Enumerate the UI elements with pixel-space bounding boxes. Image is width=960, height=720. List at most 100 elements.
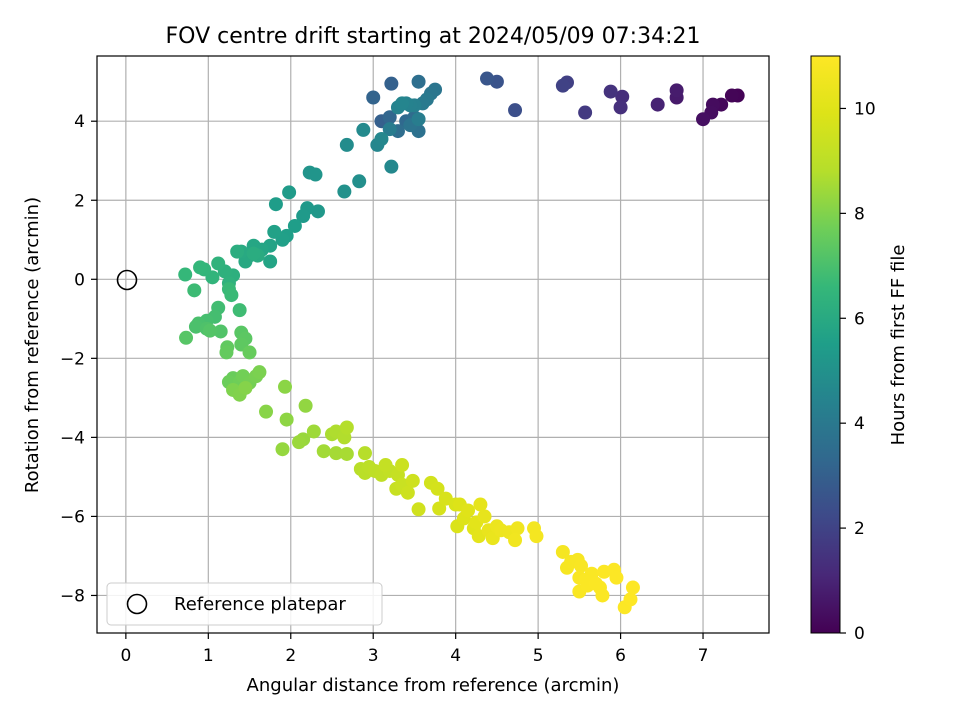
legend: Reference platepar bbox=[106, 582, 383, 626]
x-axis-ticks: 0 1 2 3 4 5 6 7 bbox=[120, 633, 708, 666]
grid-lines bbox=[97, 56, 769, 633]
x-tick-label: 1 bbox=[203, 646, 214, 666]
data-point bbox=[187, 283, 202, 298]
data-point bbox=[508, 533, 523, 548]
data-point bbox=[477, 509, 492, 524]
data-point bbox=[310, 204, 325, 219]
data-point bbox=[411, 74, 426, 89]
data-point bbox=[275, 442, 290, 457]
data-point bbox=[366, 90, 381, 105]
data-point bbox=[306, 424, 321, 439]
data-point bbox=[337, 184, 352, 199]
x-axis-label: Angular distance from reference (arcmin) bbox=[247, 675, 620, 696]
data-point bbox=[179, 330, 194, 345]
data-points bbox=[178, 71, 745, 615]
data-point bbox=[480, 71, 495, 86]
data-point bbox=[263, 254, 278, 269]
data-point bbox=[578, 105, 593, 120]
data-point bbox=[219, 345, 234, 360]
data-point bbox=[238, 380, 253, 395]
data-point bbox=[357, 446, 372, 461]
data-point bbox=[282, 185, 297, 200]
colorbar-tick-label: 8 bbox=[854, 204, 865, 224]
data-point bbox=[650, 97, 665, 112]
data-point bbox=[259, 404, 274, 419]
data-point bbox=[510, 521, 525, 536]
y-tick-label: −4 bbox=[60, 428, 85, 448]
legend-label: Reference platepar bbox=[174, 594, 346, 615]
data-point bbox=[277, 379, 292, 394]
y-tick-label: −8 bbox=[60, 586, 85, 606]
colorbar bbox=[810, 55, 841, 634]
data-point bbox=[374, 131, 389, 146]
y-tick-label: −6 bbox=[60, 507, 85, 527]
colorbar-tick-label: 2 bbox=[854, 519, 865, 539]
plot-frame bbox=[96, 55, 770, 634]
x-tick-label: 5 bbox=[533, 646, 544, 666]
x-tick-label: 0 bbox=[120, 646, 131, 666]
data-point bbox=[615, 89, 630, 104]
colorbar-tick-label: 6 bbox=[854, 309, 865, 329]
colorbar-tick-label: 4 bbox=[854, 414, 865, 434]
y-tick-label: −2 bbox=[60, 349, 85, 369]
y-axis-ticks: −8 −6 −4 −2 0 2 4 bbox=[60, 112, 97, 606]
data-point bbox=[400, 485, 415, 500]
data-point bbox=[555, 78, 570, 93]
colorbar-tick-label: 10 bbox=[854, 99, 876, 119]
x-tick-label: 6 bbox=[615, 646, 626, 666]
data-point bbox=[202, 323, 217, 338]
data-point bbox=[230, 244, 245, 259]
data-point bbox=[287, 218, 302, 233]
data-point bbox=[623, 592, 638, 607]
data-point bbox=[625, 580, 640, 595]
data-point bbox=[178, 267, 193, 282]
y-axis-label: Rotation from reference (arcmin) bbox=[22, 197, 43, 493]
y-tick-label: 0 bbox=[74, 270, 85, 290]
data-point bbox=[461, 503, 476, 518]
data-point bbox=[339, 137, 354, 152]
data-point bbox=[529, 529, 544, 544]
x-tick-label: 7 bbox=[698, 646, 709, 666]
data-point bbox=[246, 246, 261, 261]
colorbar-label: Hours from first FF file bbox=[888, 245, 909, 446]
y-tick-label: 2 bbox=[74, 191, 85, 211]
data-point bbox=[595, 588, 610, 603]
data-point bbox=[574, 558, 589, 573]
legend-marker-icon bbox=[126, 593, 148, 615]
data-point bbox=[411, 112, 426, 127]
data-point bbox=[613, 100, 628, 115]
data-point bbox=[411, 502, 426, 517]
data-point bbox=[252, 365, 267, 380]
data-point bbox=[292, 435, 307, 450]
data-point bbox=[405, 473, 420, 488]
data-point bbox=[242, 345, 257, 360]
data-point bbox=[211, 256, 226, 271]
data-point bbox=[669, 83, 684, 98]
data-point bbox=[232, 303, 247, 318]
data-point bbox=[279, 412, 294, 427]
data-point bbox=[382, 122, 397, 137]
data-point bbox=[213, 324, 228, 339]
legend-box bbox=[106, 582, 383, 626]
data-point bbox=[339, 420, 354, 435]
reference-point-marker bbox=[116, 269, 138, 291]
data-point bbox=[268, 197, 283, 212]
data-point bbox=[724, 88, 739, 103]
data-point bbox=[339, 446, 354, 461]
data-point bbox=[308, 167, 323, 182]
data-point bbox=[329, 446, 344, 461]
x-tick-label: 2 bbox=[285, 646, 296, 666]
data-point bbox=[384, 159, 399, 174]
data-point bbox=[395, 96, 410, 111]
data-point bbox=[609, 570, 624, 585]
data-point bbox=[508, 103, 523, 118]
data-point bbox=[382, 110, 397, 125]
data-point bbox=[316, 444, 331, 459]
data-point bbox=[430, 481, 445, 496]
data-point bbox=[298, 398, 313, 413]
data-point bbox=[696, 112, 711, 127]
data-point bbox=[352, 174, 367, 189]
chart-title: FOV centre drift starting at 2024/05/09 … bbox=[166, 24, 701, 49]
x-tick-label: 3 bbox=[368, 646, 379, 666]
